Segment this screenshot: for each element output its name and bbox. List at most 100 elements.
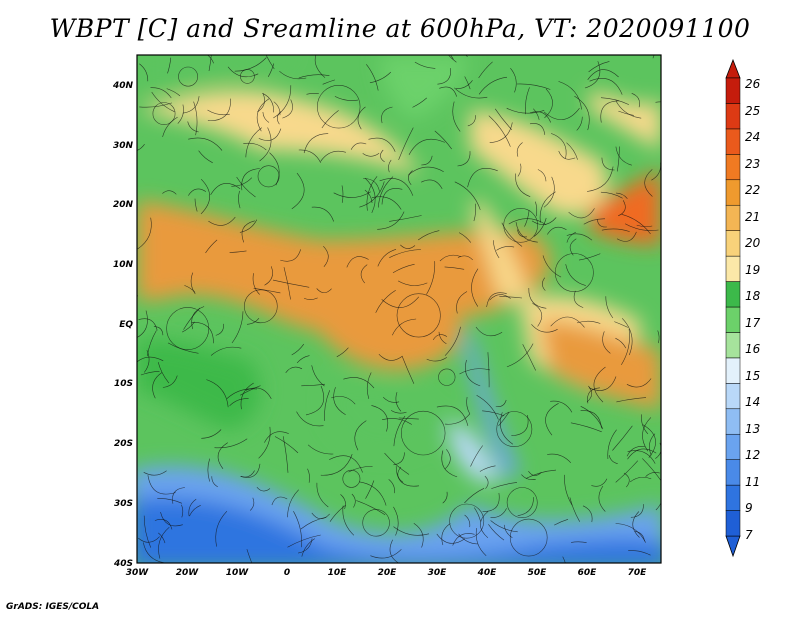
streamline <box>194 198 198 212</box>
streamline <box>426 357 447 362</box>
grads-credit: GrADS: IGES/COLA <box>6 602 100 612</box>
colorbar-cell <box>725 230 741 257</box>
streamline <box>652 55 655 59</box>
streamline <box>529 123 546 135</box>
streamline-swirl <box>554 253 594 293</box>
colorbar-cell <box>725 433 741 460</box>
streamline <box>201 429 222 439</box>
streamline <box>490 520 518 533</box>
streamline <box>615 146 632 166</box>
streamline <box>393 526 430 536</box>
streamline <box>444 449 451 470</box>
streamline <box>147 330 157 356</box>
streamline <box>167 57 172 74</box>
streamline <box>500 412 514 445</box>
streamline <box>467 115 476 127</box>
streamline <box>151 91 175 112</box>
streamline <box>389 249 421 258</box>
streamline <box>234 57 267 72</box>
streamline <box>614 321 628 328</box>
streamline <box>229 398 249 407</box>
streamline <box>499 295 523 299</box>
streamline <box>547 226 567 235</box>
streamline <box>200 178 210 215</box>
streamline <box>341 185 344 203</box>
streamline <box>566 142 578 160</box>
streamline <box>578 253 601 261</box>
streamline <box>628 550 651 556</box>
streamline <box>393 452 405 466</box>
streamline <box>215 510 228 547</box>
streamline <box>366 64 379 91</box>
streamline-swirl <box>401 410 446 456</box>
streamline-swirl <box>503 208 539 243</box>
streamline <box>380 149 385 163</box>
streamline <box>467 168 498 188</box>
streamline <box>381 188 403 205</box>
streamline <box>143 542 165 563</box>
streamline <box>641 414 649 435</box>
streamline <box>305 385 325 416</box>
streamline <box>137 356 164 363</box>
streamline <box>287 489 299 518</box>
streamline <box>356 500 386 516</box>
colorbar-bottom-arrow <box>725 535 741 558</box>
streamline-swirl <box>496 411 533 448</box>
map-plot-area <box>137 55 661 563</box>
streamline <box>231 311 244 344</box>
streamline <box>346 256 369 268</box>
streamline <box>537 169 547 182</box>
streamline <box>438 331 447 345</box>
streamline <box>256 98 270 132</box>
streamline <box>408 170 413 185</box>
streamline <box>166 88 181 97</box>
streamline <box>229 250 247 253</box>
streamline <box>359 481 387 506</box>
streamline <box>207 55 214 64</box>
streamline-swirl <box>449 503 485 539</box>
wbpt-field <box>137 55 661 563</box>
streamline <box>143 349 150 373</box>
streamline <box>365 480 375 499</box>
streamline <box>517 163 522 177</box>
streamline <box>525 87 530 115</box>
streamline <box>379 178 414 196</box>
streamline <box>531 217 557 225</box>
colorbar-cell <box>725 408 741 435</box>
streamline <box>616 231 637 242</box>
streamline <box>444 413 470 425</box>
streamline <box>143 515 152 548</box>
streamline <box>198 150 213 164</box>
streamline <box>241 168 260 191</box>
colorbar-label: 13 <box>745 422 760 436</box>
streamline <box>298 149 321 163</box>
streamline <box>188 498 197 517</box>
streamline <box>545 403 559 436</box>
streamline-swirl <box>317 84 361 129</box>
streamline <box>184 285 196 293</box>
streamline <box>436 533 465 544</box>
streamline-swirl <box>257 165 280 188</box>
streamline <box>137 295 139 297</box>
streamline <box>550 133 567 159</box>
streamline <box>249 497 255 511</box>
streamline <box>615 460 639 483</box>
streamline <box>584 61 601 89</box>
streamline <box>516 83 551 90</box>
streamline <box>246 318 260 325</box>
streamline-swirl <box>509 518 548 557</box>
streamline <box>210 346 242 356</box>
streamline <box>293 511 303 548</box>
streamline <box>207 98 232 122</box>
streamline <box>382 418 412 425</box>
streamline <box>588 376 617 391</box>
streamline <box>239 385 261 396</box>
streamline-swirl <box>166 307 210 350</box>
streamline-swirl <box>506 487 538 519</box>
streamline <box>566 233 593 241</box>
lat-label: 20S <box>114 439 133 449</box>
streamline <box>162 190 177 195</box>
lon-label: 60E <box>578 568 598 578</box>
streamline <box>516 142 523 157</box>
streamline <box>450 55 454 60</box>
